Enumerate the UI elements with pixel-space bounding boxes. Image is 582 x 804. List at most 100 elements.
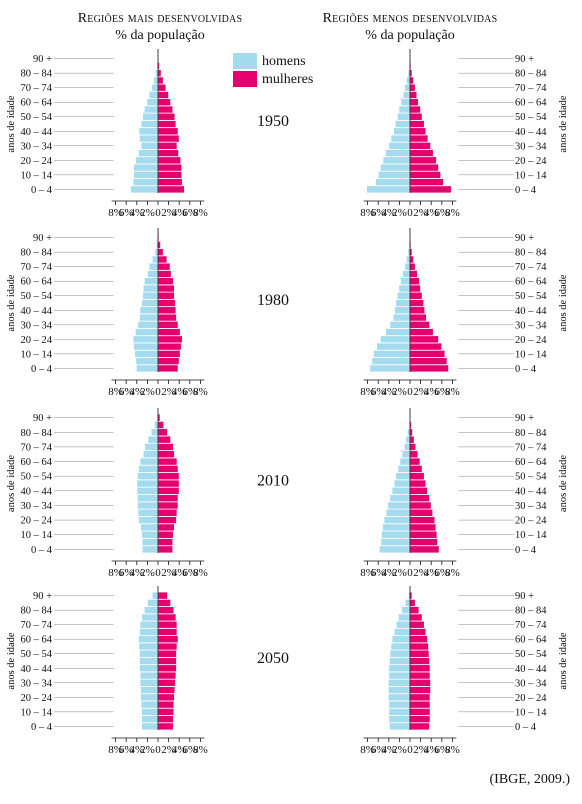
bar-women <box>157 635 179 644</box>
bar-women <box>157 83 167 92</box>
bar-men <box>387 501 411 510</box>
age-group-label: 40 – 44 <box>21 664 53 675</box>
x-tick-label: 2% <box>413 744 428 756</box>
bar-women <box>157 591 168 600</box>
bar-men <box>379 163 411 172</box>
bar-men <box>405 435 411 444</box>
bar-women <box>157 335 183 344</box>
bar-women <box>409 98 419 107</box>
bar-women <box>409 545 440 554</box>
bar-men <box>376 342 411 351</box>
bar-women <box>409 530 438 539</box>
bar-women <box>157 428 168 437</box>
age-group-label: 0 – 4 <box>31 364 53 375</box>
bar-men <box>395 620 411 629</box>
bar-men <box>139 457 159 466</box>
bar-men <box>141 545 159 554</box>
left-subtitle: % da população <box>115 28 205 43</box>
bar-women <box>409 700 431 709</box>
bar-women <box>409 284 422 293</box>
bar-men <box>389 320 411 329</box>
bar-women <box>409 349 446 358</box>
x-tick-label: 2% <box>161 567 176 579</box>
bar-men <box>137 635 159 644</box>
bar-men <box>139 664 159 673</box>
bar-women <box>157 530 174 539</box>
age-group-label: 40 – 44 <box>21 306 53 317</box>
bar-women <box>157 464 179 473</box>
bar-men <box>379 335 411 344</box>
bar-men <box>147 435 159 444</box>
bar-men <box>133 170 159 179</box>
x-tick-label: 0 <box>407 207 413 219</box>
bar-men <box>133 342 159 351</box>
bar-women <box>409 450 419 459</box>
bar-women <box>409 707 431 716</box>
bar-women <box>409 620 425 629</box>
bar-women <box>157 494 179 503</box>
bar-men <box>404 262 411 271</box>
age-group-label: 20 – 24 <box>515 156 547 167</box>
bar-men <box>388 671 411 680</box>
legend-swatch-men <box>233 53 257 69</box>
bar-women <box>409 606 420 615</box>
bar-women <box>409 298 425 308</box>
bar-women <box>157 442 174 451</box>
bar-women <box>409 537 438 547</box>
bar-men <box>397 613 411 622</box>
bar-women <box>409 656 431 666</box>
bar-women <box>409 722 431 731</box>
x-tick-label: 6% <box>182 207 197 219</box>
age-group-label: 60 – 64 <box>515 457 547 468</box>
bar-women <box>409 472 425 481</box>
bar-men <box>388 715 411 724</box>
bar-men <box>390 134 411 143</box>
x-tick-label: 6% <box>434 744 449 756</box>
bar-women <box>409 357 448 366</box>
bar-men <box>378 545 411 554</box>
age-group-label: 90 + <box>33 591 52 602</box>
bar-men <box>134 328 159 337</box>
x-tick-label: 8% <box>193 567 208 579</box>
y-axis-label: anos de idade <box>558 455 569 512</box>
x-tick-label: 2% <box>392 744 407 756</box>
bar-men <box>388 707 411 716</box>
x-tick-label: 0 <box>155 386 161 398</box>
age-group-label: 50 – 54 <box>21 649 53 660</box>
bar-men <box>137 508 159 517</box>
bar-women <box>409 335 440 344</box>
bar-men <box>400 277 411 286</box>
age-group-label: 30 – 34 <box>515 678 547 689</box>
bar-men <box>387 693 411 702</box>
age-group-label: 60 – 64 <box>21 98 53 109</box>
bar-women <box>157 156 182 165</box>
bar-men <box>385 508 411 517</box>
x-tick-label: 6% <box>119 386 134 398</box>
bar-women <box>157 170 183 179</box>
bar-women <box>157 149 180 158</box>
bar-women <box>409 163 440 172</box>
bar-men <box>373 349 411 358</box>
age-group-label: 10 – 14 <box>21 530 53 541</box>
bar-men <box>135 357 159 366</box>
legend-swatch-women <box>233 71 257 87</box>
bar-men <box>132 335 159 344</box>
bar-women <box>157 185 185 194</box>
x-tick-label: 6% <box>119 744 134 756</box>
x-tick-label: 4% <box>424 207 439 219</box>
x-tick-label: 0 <box>155 207 161 219</box>
bar-women <box>157 656 177 666</box>
age-group-label: 10 – 14 <box>515 707 547 718</box>
bar-men <box>136 501 159 510</box>
age-group-label: 60 – 64 <box>21 457 53 468</box>
bar-men <box>388 141 411 150</box>
bar-men <box>136 472 159 481</box>
x-tick-label: 0 <box>407 744 413 756</box>
bar-men <box>130 185 159 194</box>
age-group-label: 70 – 74 <box>21 262 53 273</box>
bar-men <box>389 494 411 503</box>
x-tick-label: 2% <box>413 207 428 219</box>
bar-men <box>385 328 411 337</box>
bar-women <box>409 178 444 187</box>
age-group-label: 50 – 54 <box>515 112 547 123</box>
